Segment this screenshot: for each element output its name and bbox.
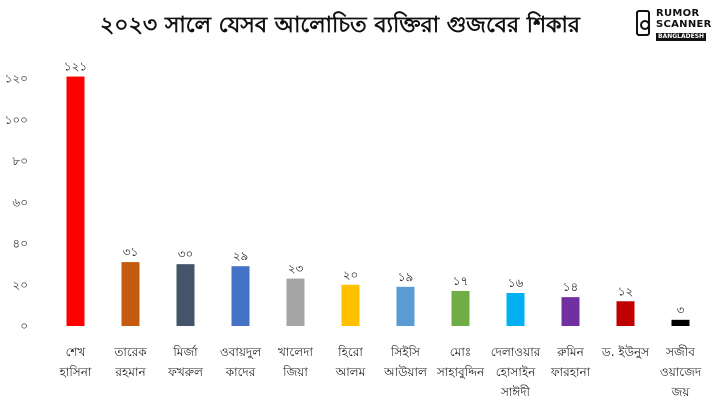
rumor-scanner-logo: RUMOR SCANNER BANGLADESH <box>636 8 712 42</box>
y-tick-label: ১০০ <box>5 113 28 127</box>
value-label: ১২ <box>618 284 634 298</box>
category-label: রুমিন <box>556 345 584 359</box>
bar <box>616 301 635 326</box>
bar <box>231 266 250 326</box>
bar <box>176 264 195 326</box>
logo-line-1: RUMOR <box>656 8 700 19</box>
category-label: মোঃ <box>450 345 471 359</box>
logo-line-3: BANGLADESH <box>656 33 707 41</box>
category-label: জিয়া <box>282 365 308 379</box>
bars <box>66 76 690 326</box>
category-label: মির্জা <box>172 345 198 359</box>
value-label: ১৬ <box>508 276 524 290</box>
value-labels: ১২১ ৩১ ৩০ ২৯ ২৩ ২০ ১৯ ১৭ ১৬ ১৪ ১২ ৩ <box>64 60 685 317</box>
value-label: ৩১ <box>123 245 139 259</box>
value-label: ১২১ <box>64 60 87 74</box>
bar <box>121 262 140 326</box>
y-axis: ০ ২০ ৪০ ৬০ ৮০ ১০০ ১২০ <box>5 72 28 333</box>
y-tick-label: ৮০ <box>12 154 28 168</box>
value-label: ২৩ <box>288 262 304 276</box>
category-label: জয় <box>671 385 691 399</box>
value-label: ১৯ <box>398 270 414 284</box>
bar <box>66 76 85 326</box>
category-labels: শেখ হাসিনা তারেক রহমান মির্জা ফখরুল ওবায়দুল কা… <box>59 345 702 399</box>
category-label: ওয়াজেদ <box>660 365 702 379</box>
y-tick-label: ১২০ <box>5 72 28 86</box>
category-label: হিরো <box>337 345 363 359</box>
category-label: সিইসি <box>390 345 421 359</box>
bar <box>286 278 305 326</box>
category-label: খালেদা <box>278 345 313 359</box>
value-label: ২০ <box>343 268 359 282</box>
value-label: ১৭ <box>453 274 469 288</box>
category-label: কাদের <box>225 365 256 379</box>
bar <box>451 290 470 326</box>
category-label: ফখরুল <box>167 365 204 379</box>
category-label: সাঈদী <box>500 385 531 399</box>
value-label: ৩০ <box>178 247 194 261</box>
value-label: ২৯ <box>233 249 249 263</box>
category-label: রহমান <box>114 365 146 379</box>
category-label: শেখ <box>66 345 87 359</box>
category-label: দেলাওয়ার <box>491 345 541 359</box>
scanner-icon <box>636 10 650 36</box>
category-label: তারেক <box>113 345 147 359</box>
bar <box>561 297 580 326</box>
category-label: হোসাইন <box>496 365 536 379</box>
category-label: ড. ইউনুস <box>601 345 650 360</box>
value-label: ১৪ <box>563 280 579 294</box>
category-label: ওবায়দুল <box>220 345 262 360</box>
bar <box>671 319 690 326</box>
category-label: হাসিনা <box>59 365 92 379</box>
category-label: ফারহানা <box>550 365 591 379</box>
value-label: ৩ <box>677 303 685 317</box>
logo-line-2: SCANNER <box>656 19 712 30</box>
bar <box>341 284 360 326</box>
bar <box>506 293 525 326</box>
y-tick-label: ৬০ <box>12 195 28 209</box>
category-label: আউয়াল <box>383 365 428 379</box>
category-label: সাহাবুদ্দিন <box>436 365 485 380</box>
y-tick-label: ৪০ <box>12 237 28 251</box>
category-label: সজীব <box>665 345 695 359</box>
y-tick-label: ০ <box>20 319 28 333</box>
category-label: আলম <box>335 365 366 379</box>
y-tick-label: ২০ <box>12 278 28 292</box>
bar <box>396 286 415 326</box>
chart-title: ২০২৩ সালে যেসব আলোচিত ব্যক্তিরা গুজবের শ… <box>100 13 580 38</box>
